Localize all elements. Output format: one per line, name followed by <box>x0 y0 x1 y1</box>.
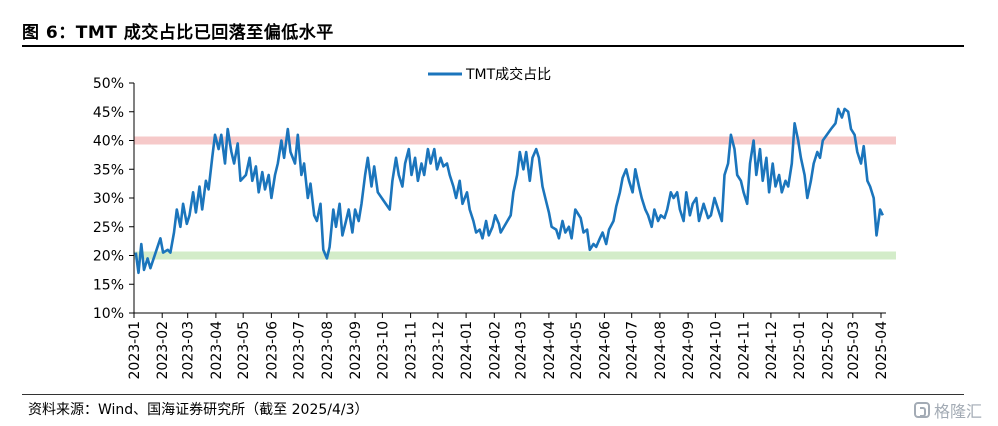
figure-title: 图 6：TMT 成交占比已回落至偏低水平 <box>22 23 334 43</box>
x-tick-label: 2023-08 <box>320 321 336 380</box>
y-axis: 10% 15% 20% 25% 30% 35% 40% 45% 50% <box>93 76 135 322</box>
watermark: 格隆汇 <box>913 398 982 422</box>
x-tick-label: 2025-03 <box>846 321 862 380</box>
series-line-0 <box>134 107 884 275</box>
title-divider <box>22 45 964 47</box>
x-tick-label: 2024-01 <box>459 321 475 380</box>
reference-bands <box>134 136 896 260</box>
y-tick-label: 20% <box>93 249 124 265</box>
footer-divider <box>22 394 964 395</box>
x-tick-label: 2023-06 <box>264 321 280 380</box>
x-tick-label: 2023-12 <box>431 321 447 380</box>
series-layer <box>134 107 884 275</box>
x-tick-label: 2024-03 <box>514 321 530 380</box>
x-tick-label: 2023-04 <box>209 321 225 380</box>
x-tick-label: 2023-02 <box>155 321 171 380</box>
watermark-logo-icon <box>913 402 930 418</box>
x-tick-label: 2025-02 <box>820 321 836 380</box>
x-tick-label: 2023-07 <box>292 321 308 380</box>
x-tick-label: 2024-10 <box>708 321 724 380</box>
reference-band-1 <box>134 251 896 260</box>
x-tick-label: 2023-10 <box>375 321 391 380</box>
x-tick-label: 2024-12 <box>764 321 780 380</box>
y-tick-label: 15% <box>93 277 124 293</box>
legend-label: TMT成交占比 <box>465 66 551 83</box>
x-tick-label: 2025-01 <box>792 321 808 380</box>
y-tick-label: 35% <box>93 162 124 178</box>
x-tick-label: 2024-11 <box>737 321 753 380</box>
y-tick-label: 10% <box>93 306 124 322</box>
x-tick-label: 2024-06 <box>597 321 613 380</box>
x-tick-label: 2024-09 <box>681 321 697 380</box>
y-tick-label: 25% <box>93 220 124 236</box>
x-tick-label: 2024-04 <box>542 321 558 380</box>
x-tick-label: 2024-02 <box>487 321 503 380</box>
x-tick-label: 2023-09 <box>348 321 364 380</box>
watermark-text: 格隆汇 <box>933 402 982 421</box>
y-tick-label: 40% <box>93 134 124 150</box>
line-chart: 10%15%20%25%30%35%40%45%50% 2023-01 2023-… <box>93 66 896 380</box>
x-axis: 2023-01 2023-02 2023-03 2023-04 2023-05 2023-… <box>127 312 890 380</box>
y-tick-label: 45% <box>93 105 124 121</box>
x-tick-label: 2024-07 <box>625 321 641 380</box>
y-tick-label: 30% <box>93 191 124 207</box>
x-tick-label: 2023-05 <box>236 321 252 380</box>
y-tick-label: 50% <box>93 76 124 92</box>
x-tick-label: 2024-05 <box>569 321 585 380</box>
x-tick-label: 2023-01 <box>127 321 143 380</box>
x-tick-label: 2024-08 <box>653 321 669 380</box>
x-tick-label: 2023-11 <box>404 321 420 380</box>
x-tick-label: 2025-04 <box>874 321 890 380</box>
legend: TMT成交占比 <box>428 66 551 83</box>
reference-band-0 <box>134 136 896 145</box>
source-note: 资料来源：Wind、国海证券研究所（截至 2025/4/3） <box>28 402 369 418</box>
x-tick-label: 2023-03 <box>181 321 197 380</box>
